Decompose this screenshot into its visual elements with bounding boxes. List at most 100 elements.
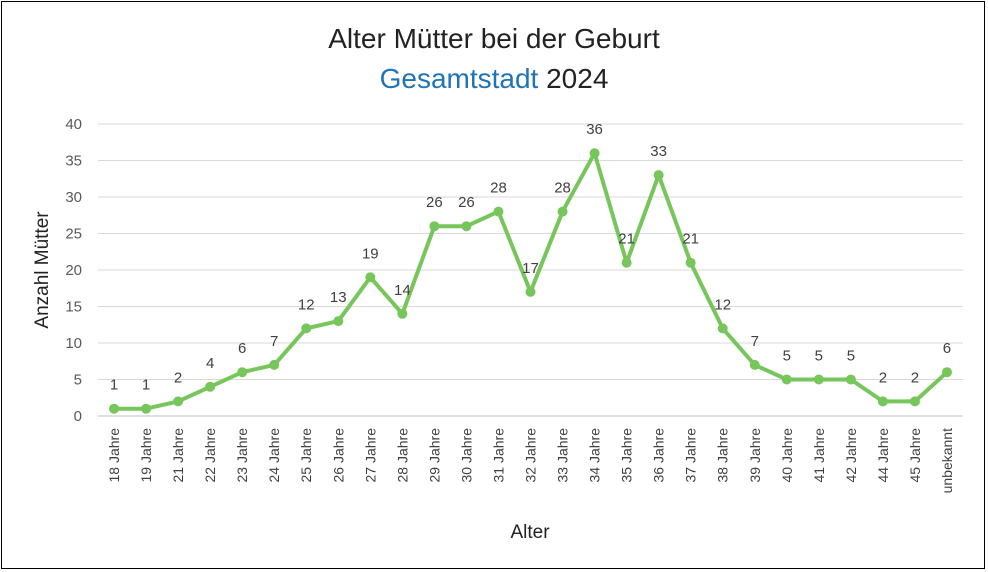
data-point	[269, 359, 280, 370]
data-label: 21	[618, 231, 635, 248]
data-label: 1	[142, 377, 150, 394]
data-point	[941, 367, 952, 378]
chart-subtitle: Gesamtstadt 2024	[380, 63, 609, 94]
x-tick-label: 34 Jahre	[587, 428, 603, 483]
data-label: 13	[330, 289, 347, 306]
data-label: 6	[943, 340, 951, 357]
x-axis-ticks: 18 Jahre 19 Jahre 21 Jahre 22 Jahre 23 Jahre…	[106, 428, 955, 494]
data-point	[429, 221, 440, 232]
y-tick-label: 20	[65, 262, 82, 279]
x-tick-label: 38 Jahre	[715, 428, 731, 483]
y-tick-label: 0	[74, 408, 82, 425]
data-label: 7	[751, 333, 759, 350]
x-tick-label: 31 Jahre	[490, 428, 506, 483]
data-label: 17	[522, 260, 539, 277]
data-point	[685, 257, 696, 268]
data-label: 6	[238, 340, 246, 357]
y-tick-label: 30	[65, 189, 82, 206]
data-point	[813, 374, 824, 385]
data-label: 2	[911, 369, 919, 386]
x-tick-label: 30 Jahre	[458, 428, 474, 483]
y-tick-label: 5	[74, 372, 82, 389]
data-label: 19	[362, 245, 379, 262]
data-label: 14	[394, 282, 411, 299]
data-point	[237, 367, 248, 378]
y-axis-ticks: 0 5 10 15 20 25 30 35 40	[65, 116, 82, 425]
y-tick-label: 40	[65, 116, 82, 133]
x-tick-label: 28 Jahre	[394, 428, 410, 483]
x-tick-label: 42 Jahre	[843, 428, 859, 483]
data-point	[173, 396, 184, 407]
data-point	[109, 403, 120, 414]
x-tick-label: 26 Jahre	[330, 428, 346, 483]
x-tick-label: 19 Jahre	[138, 428, 154, 483]
x-tick-label: 36 Jahre	[651, 428, 667, 483]
data-point	[909, 396, 920, 407]
x-tick-label: 44 Jahre	[875, 428, 891, 483]
data-label: 5	[847, 348, 855, 365]
x-tick-label: 33 Jahre	[555, 428, 571, 483]
y-tick-label: 10	[65, 335, 82, 352]
data-point	[781, 374, 792, 385]
x-tick-label: 32 Jahre	[523, 428, 539, 483]
x-axis-title: Alter	[510, 522, 550, 543]
series-layer	[109, 148, 952, 414]
data-point	[205, 381, 216, 392]
x-tick-label: 37 Jahre	[683, 428, 699, 483]
data-label: 12	[298, 296, 315, 313]
x-tick-label: 21 Jahre	[170, 428, 186, 483]
data-point	[397, 308, 408, 319]
data-label: 12	[714, 296, 731, 313]
data-label: 28	[554, 180, 571, 197]
data-label: 28	[490, 180, 507, 197]
x-tick-label: 45 Jahre	[907, 428, 923, 483]
data-label: 2	[879, 369, 887, 386]
data-point	[557, 206, 568, 217]
y-axis-title: Anzahl Mütter	[32, 211, 53, 329]
data-point	[589, 148, 600, 159]
x-tick-label: 25 Jahre	[298, 428, 314, 483]
data-point	[749, 359, 760, 370]
data-point	[621, 257, 632, 268]
grid	[98, 123, 963, 417]
x-tick-label: 18 Jahre	[106, 428, 122, 483]
data-label: 26	[426, 194, 443, 211]
subtitle-year: 2024	[546, 63, 608, 94]
data-point	[333, 316, 344, 327]
x-tick-label: 41 Jahre	[811, 428, 827, 483]
data-point	[717, 323, 728, 334]
data-label: 1	[110, 377, 118, 394]
y-tick-label: 15	[65, 299, 82, 316]
chart-title: Alter Mütter bei der Geburt	[328, 23, 660, 54]
x-tick-label: 22 Jahre	[202, 428, 218, 483]
x-tick-label: 27 Jahre	[362, 428, 378, 483]
y-tick-label: 25	[65, 226, 82, 243]
x-tick-label: 29 Jahre	[426, 428, 442, 483]
data-label: 36	[586, 121, 603, 138]
data-label: 26	[458, 194, 475, 211]
x-tick-label: 40 Jahre	[779, 428, 795, 483]
data-label: 7	[270, 333, 278, 350]
data-label: 2	[174, 369, 182, 386]
x-tick-label: 35 Jahre	[619, 428, 635, 483]
x-tick-label: 39 Jahre	[747, 428, 763, 483]
data-point	[493, 206, 504, 217]
subtitle-area: Gesamtstadt	[380, 63, 539, 94]
data-point	[141, 403, 152, 414]
y-tick-label: 35	[65, 153, 82, 170]
data-point	[365, 272, 376, 283]
data-point	[653, 170, 664, 181]
x-tick-label: 23 Jahre	[234, 428, 250, 483]
data-label: 21	[682, 231, 699, 248]
data-label: 4	[206, 355, 214, 372]
data-point	[461, 221, 472, 232]
data-point	[877, 396, 888, 407]
data-label: 33	[650, 143, 667, 160]
data-label: 5	[783, 348, 791, 365]
data-point	[845, 374, 856, 385]
x-tick-label: unbekannt	[939, 428, 955, 494]
data-point	[301, 323, 312, 334]
